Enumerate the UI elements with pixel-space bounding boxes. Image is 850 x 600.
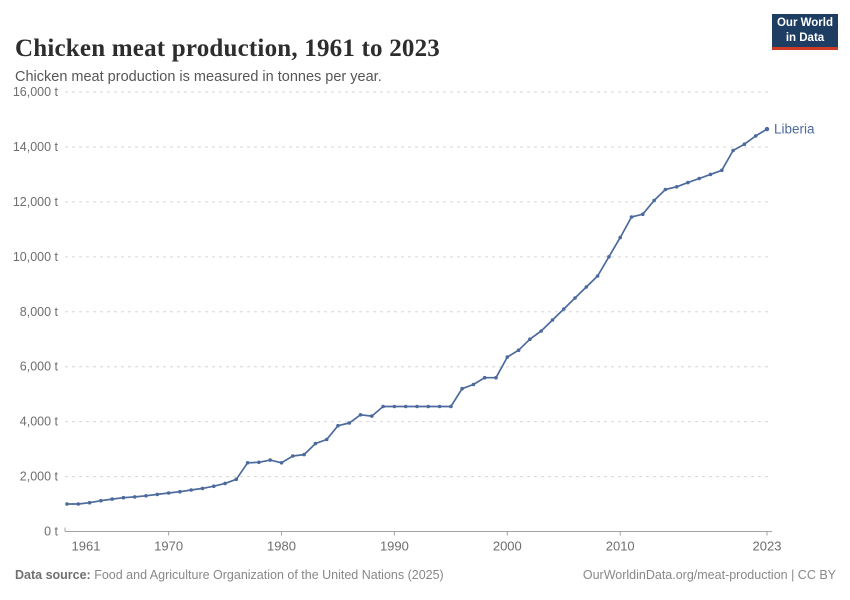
data-point[interactable]	[618, 235, 622, 240]
data-point[interactable]	[132, 495, 137, 499]
x-axis-tick-label: 2000	[493, 539, 522, 554]
data-point[interactable]	[641, 212, 645, 216]
data-point[interactable]	[426, 404, 431, 409]
data-point[interactable]	[449, 404, 453, 409]
data-point[interactable]	[663, 187, 668, 192]
data-point[interactable]	[584, 285, 589, 289]
y-axis-tick-label: 14,000 t	[13, 140, 59, 154]
y-axis-tick-label: 4,000 t	[20, 415, 59, 429]
data-point[interactable]	[764, 126, 770, 132]
y-axis-tick-label: 12,000 t	[13, 195, 59, 209]
data-point[interactable]	[336, 423, 340, 428]
data-point[interactable]	[279, 461, 284, 465]
data-point[interactable]	[415, 404, 419, 409]
data-point[interactable]	[720, 168, 724, 173]
data-point[interactable]	[550, 318, 555, 322]
x-axis-tick-label: 1990	[380, 539, 409, 554]
data-point[interactable]	[494, 375, 498, 380]
data-point[interactable]	[76, 502, 81, 506]
data-point[interactable]	[471, 382, 476, 387]
data-line-liberia[interactable]	[67, 128, 768, 505]
data-point[interactable]	[392, 404, 397, 409]
data-point[interactable]	[686, 180, 690, 185]
owid-logo[interactable]: Our World in Data	[772, 14, 838, 50]
data-point[interactable]	[200, 486, 205, 491]
owid-logo-line2: in Data	[785, 31, 825, 44]
data-point[interactable]	[324, 437, 329, 442]
data-point[interactable]	[347, 421, 352, 425]
data-point[interactable]	[753, 134, 758, 138]
x-axis-tick-label: 2010	[606, 539, 635, 554]
data-point[interactable]	[595, 274, 600, 278]
series-label-liberia[interactable]: Liberia	[774, 122, 815, 137]
data-point[interactable]	[178, 489, 182, 494]
x-axis-tick-label: 2023	[753, 539, 782, 554]
data-point[interactable]	[245, 461, 250, 465]
data-point[interactable]	[291, 454, 295, 458]
data-point[interactable]	[460, 386, 464, 391]
credit-link[interactable]: OurWorldinData.org/meat-production | CC …	[582, 568, 836, 582]
data-point[interactable]	[629, 215, 634, 219]
data-point[interactable]	[257, 460, 261, 465]
data-point[interactable]	[573, 296, 577, 300]
y-axis-tick-label: 2,000 t	[20, 470, 59, 484]
data-point[interactable]	[223, 481, 227, 486]
data-point[interactable]	[212, 484, 216, 489]
data-point[interactable]	[731, 148, 735, 153]
data-point[interactable]	[313, 441, 318, 446]
data-point[interactable]	[268, 458, 273, 462]
data-point[interactable]	[697, 176, 701, 181]
x-axis-tick-label: 1961	[72, 539, 101, 554]
data-point[interactable]	[189, 488, 193, 492]
data-point[interactable]	[403, 404, 408, 409]
owid-logo-line1: Our World	[776, 17, 833, 30]
data-point[interactable]	[528, 337, 532, 342]
data-point[interactable]	[166, 491, 171, 495]
data-point[interactable]	[505, 355, 510, 359]
data-point[interactable]	[155, 492, 160, 497]
data-point[interactable]	[516, 348, 521, 353]
data-point[interactable]	[708, 172, 713, 177]
data-source-label: Data source:	[15, 568, 91, 582]
data-point[interactable]	[110, 497, 114, 501]
data-point[interactable]	[539, 329, 543, 333]
page-subtitle: Chicken meat production is measured in t…	[15, 68, 382, 85]
page-title: Chicken meat production, 1961 to 2023	[15, 34, 441, 62]
data-point[interactable]	[381, 404, 385, 409]
data-point[interactable]	[742, 142, 747, 146]
data-point[interactable]	[99, 498, 103, 503]
data-point[interactable]	[65, 502, 69, 506]
y-axis-tick-label: 8,000 t	[20, 305, 59, 319]
y-axis-tick-label: 6,000 t	[20, 360, 59, 374]
x-axis-tick-label: 1980	[267, 539, 296, 554]
data-point[interactable]	[358, 413, 363, 417]
data-point[interactable]	[674, 185, 679, 189]
data-point[interactable]	[370, 414, 374, 418]
y-axis-tick-label: 16,000 t	[13, 85, 59, 99]
data-point[interactable]	[437, 404, 442, 409]
y-axis-tick-label: 0 t	[44, 525, 58, 539]
data-point[interactable]	[87, 500, 92, 505]
data-point[interactable]	[562, 307, 566, 311]
data-point[interactable]	[234, 477, 239, 482]
data-source-text: Food and Agriculture Organization of the…	[90, 568, 444, 582]
chart-footer: Data source: Food and Agriculture Organi…	[15, 568, 836, 582]
data-source: Data source: Food and Agriculture Organi…	[15, 568, 444, 582]
data-point[interactable]	[121, 495, 126, 500]
data-point[interactable]	[482, 375, 487, 380]
y-axis-tick-label: 10,000 t	[13, 250, 59, 264]
x-axis-tick-label: 1970	[154, 539, 183, 554]
data-point[interactable]	[302, 452, 306, 457]
data-point[interactable]	[144, 494, 148, 498]
data-point[interactable]	[652, 198, 656, 203]
data-point[interactable]	[607, 254, 611, 259]
